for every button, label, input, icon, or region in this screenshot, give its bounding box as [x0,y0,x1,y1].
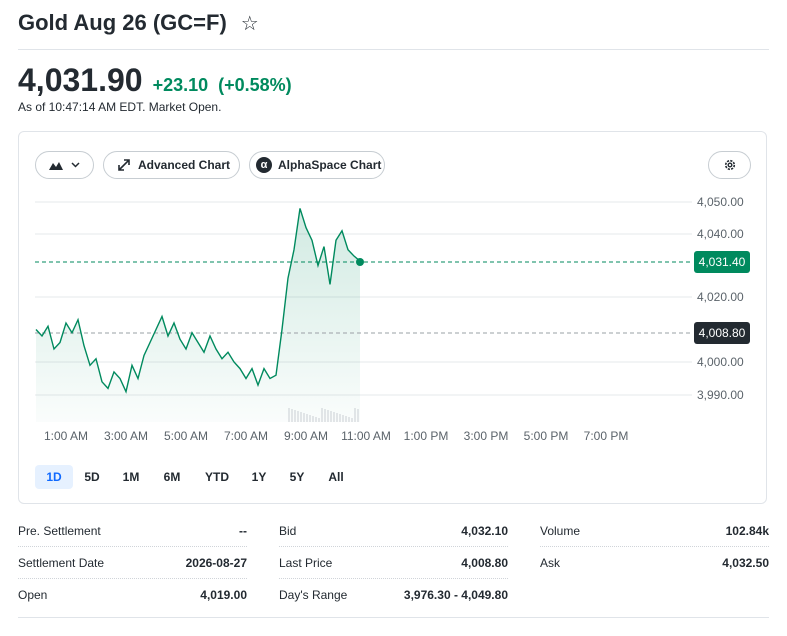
x-tick-label: 5:00 AM [164,429,208,443]
x-tick-label: 3:00 PM [464,429,509,443]
range-button-5y[interactable]: 5Y [289,470,305,484]
x-tick-label: 11:00 AM [341,429,391,443]
previous-close-label: 4,008.80 [699,326,746,340]
stat-label: Pre. Settlement [18,523,101,538]
stat-row: Ask 4,032.50 [540,547,769,579]
current-price-dot [356,258,364,266]
range-button-1m[interactable]: 1M [122,470,140,484]
range-button-6m[interactable]: 6M [163,470,181,484]
range-button-1d[interactable]: 1D [35,465,73,489]
price-change-percent: (+0.58%) [218,75,292,95]
advanced-chart-button[interactable]: Advanced Chart [103,151,240,179]
last-price: 4,031.90 [18,62,143,98]
current-price-badge [694,251,750,273]
y-tick-label: 4,050.00 [697,195,744,209]
advanced-chart-label: Advanced Chart [138,158,231,172]
x-tick-label: 3:00 AM [104,429,148,443]
stat-label: Settlement Date [18,555,105,570]
expand-arrows-icon [118,159,130,171]
previous-close-badge [694,322,750,344]
stat-label: Day's Range [279,588,348,602]
range-button-5d[interactable]: 5D [84,470,100,484]
chevron-down-icon [71,162,80,168]
stat-label: Ask [540,556,561,570]
title-row: Gold Aug 26 (GC=F) ☆ [18,10,259,36]
stat-label: Last Price [279,555,333,570]
price-area [36,208,360,422]
price-line [35,208,361,394]
page-title: Gold Aug 26 (GC=F) [18,10,227,35]
as-of-timestamp: As of 10:47:14 AM EDT. Market Open. [18,100,222,114]
stat-row: Bid 4,032.10 [279,515,508,547]
alphaspace-chart-label: AlphaSpace Chart [278,158,382,172]
price-chart[interactable]: 4,050.00 4,040.00 4,020.00 4,000.00 3,990.00… [0,0,787,460]
quote-row: 4,031.90 +23.10 (+0.58%) [18,62,292,99]
stat-row: Day's Range 3,976.30 - 4,049.80 [279,579,508,611]
x-tick-label: 1:00 PM [404,429,449,443]
x-tick-label: 7:00 AM [224,429,268,443]
y-tick-label: 4,000.00 [697,355,744,369]
gear-icon [724,159,735,171]
stat-label: Bid [279,523,297,538]
y-tick-label: 4,020.00 [697,290,744,304]
chart-settings-button[interactable] [708,151,751,179]
stat-value: 2026-08-27 [185,555,247,570]
range-button-1y[interactable]: 1Y [251,470,267,484]
range-button-ytd[interactable]: YTD [205,470,229,484]
stat-value: 4,032.50 [722,556,769,570]
stat-value: -- [239,523,247,538]
stat-value: 102.84k [725,523,769,538]
stat-row: Pre. Settlement -- [18,515,247,547]
stat-row: Settlement Date 2026-08-27 [18,547,247,579]
chart-type-button[interactable] [35,151,94,179]
x-tick-label: 1:00 AM [44,429,88,443]
stat-value: 4,032.10 [461,523,508,538]
mountain-chart-icon [49,162,63,170]
stat-value: 4,008.80 [461,555,508,570]
x-tick-label: 7:00 PM [584,429,629,443]
alphaspace-chart-button[interactable]: α AlphaSpace Chart [249,151,385,179]
range-selector: 1D 5D 1M 6M YTD 1Y 5Y All [35,465,355,489]
footer-divider [18,617,769,618]
range-button-all[interactable]: All [328,470,344,484]
stat-row: Open 4,019.00 [18,579,247,611]
stat-row: Volume 102.84k [540,515,769,547]
price-change: +23.10 [152,75,209,95]
stat-value: 4,019.00 [200,588,247,602]
stat-label: Open [18,588,48,602]
star-icon[interactable]: ☆ [240,12,259,35]
y-tick-label: 3,990.00 [697,388,744,402]
stat-label: Volume [540,523,581,538]
chart-card [18,131,767,504]
x-tick-label: 5:00 PM [524,429,569,443]
header-divider [18,49,769,50]
stat-row: Last Price 4,008.80 [279,547,508,579]
alphaspace-logo-icon: α [256,157,272,173]
stat-value: 3,976.30 - 4,049.80 [403,588,508,602]
x-tick-label: 9:00 AM [284,429,328,443]
y-tick-label: 4,040.00 [697,227,744,241]
current-price-label: 4,031.40 [699,255,746,269]
